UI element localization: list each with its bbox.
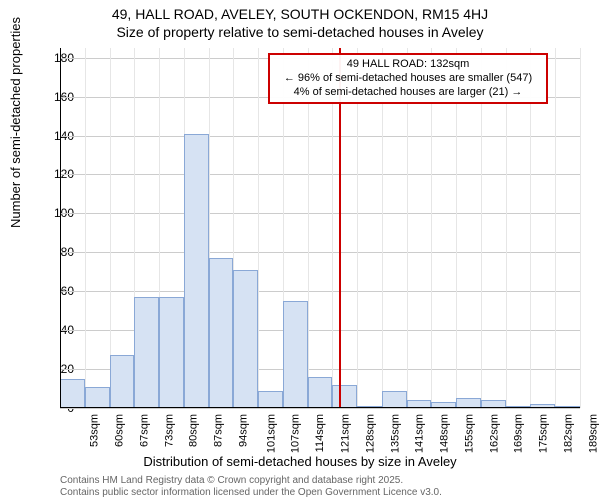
chart-title-sub: Size of property relative to semi-detach…: [0, 24, 600, 40]
x-tick-label: 73sqm: [163, 414, 175, 447]
x-tick-label: 141sqm: [414, 414, 426, 453]
bar: [134, 297, 159, 408]
x-tick-label: 87sqm: [213, 414, 225, 447]
footer-line-2: Contains public sector information licen…: [60, 486, 442, 499]
x-tick-label: 80sqm: [188, 414, 200, 447]
x-tick-label: 189sqm: [587, 414, 599, 453]
callout-line-1: 49 HALL ROAD: 132sqm: [274, 58, 542, 72]
x-tick-label: 53sqm: [89, 414, 101, 447]
grid-line-h: [60, 252, 580, 253]
bar: [258, 391, 283, 409]
x-tick-label: 162sqm: [488, 414, 500, 453]
grid-line-h: [60, 408, 580, 409]
bar: [85, 387, 110, 408]
y-axis-line: [60, 48, 61, 408]
bar: [209, 258, 234, 408]
bar: [233, 270, 258, 408]
x-axis-title: Distribution of semi-detached houses by …: [0, 454, 600, 469]
grid-line-v: [85, 48, 86, 408]
x-tick-label: 135sqm: [389, 414, 401, 453]
bar: [110, 355, 135, 408]
x-tick-label: 155sqm: [463, 414, 475, 453]
x-tick-label: 67sqm: [138, 414, 150, 447]
callout-line-2: ← 96% of semi-detached houses are smalle…: [274, 72, 542, 86]
bar: [308, 377, 333, 408]
x-axis-line: [60, 407, 580, 408]
grid-line-v: [555, 48, 556, 408]
x-tick-label: 169sqm: [513, 414, 525, 453]
x-tick-label: 114sqm: [314, 414, 326, 452]
grid-line-h: [60, 213, 580, 214]
x-tick-label: 128sqm: [364, 414, 376, 453]
x-tick-label: 101sqm: [265, 414, 277, 453]
grid-line-h: [60, 174, 580, 175]
grid-line-v: [580, 48, 581, 408]
grid-line-h: [60, 291, 580, 292]
chart-title-main: 49, HALL ROAD, AVELEY, SOUTH OCKENDON, R…: [0, 6, 600, 22]
y-axis-title: Number of semi-detached properties: [8, 17, 23, 228]
callout-box: 49 HALL ROAD: 132sqm ← 96% of semi-detac…: [268, 53, 548, 104]
bar: [159, 297, 184, 408]
x-tick-label: 60sqm: [114, 414, 126, 447]
x-tick-label: 107sqm: [290, 414, 302, 453]
chart-container: 49, HALL ROAD, AVELEY, SOUTH OCKENDON, R…: [0, 0, 600, 500]
x-tick-label: 94sqm: [237, 414, 249, 447]
callout-line-3: 4% of semi-detached houses are larger (2…: [274, 86, 542, 100]
grid-line-h: [60, 136, 580, 137]
x-tick-label: 148sqm: [439, 414, 451, 453]
bar: [60, 379, 85, 408]
x-tick-label: 182sqm: [562, 414, 574, 453]
bar: [382, 391, 407, 409]
x-tick-label: 175sqm: [538, 414, 550, 453]
plot-area: 49 HALL ROAD: 132sqm ← 96% of semi-detac…: [60, 48, 580, 408]
x-tick-label: 121sqm: [340, 414, 352, 453]
bar: [332, 385, 357, 408]
bar: [283, 301, 308, 408]
grid-line-v: [258, 48, 259, 408]
grid-line-v: [110, 48, 111, 408]
bar: [184, 134, 209, 408]
